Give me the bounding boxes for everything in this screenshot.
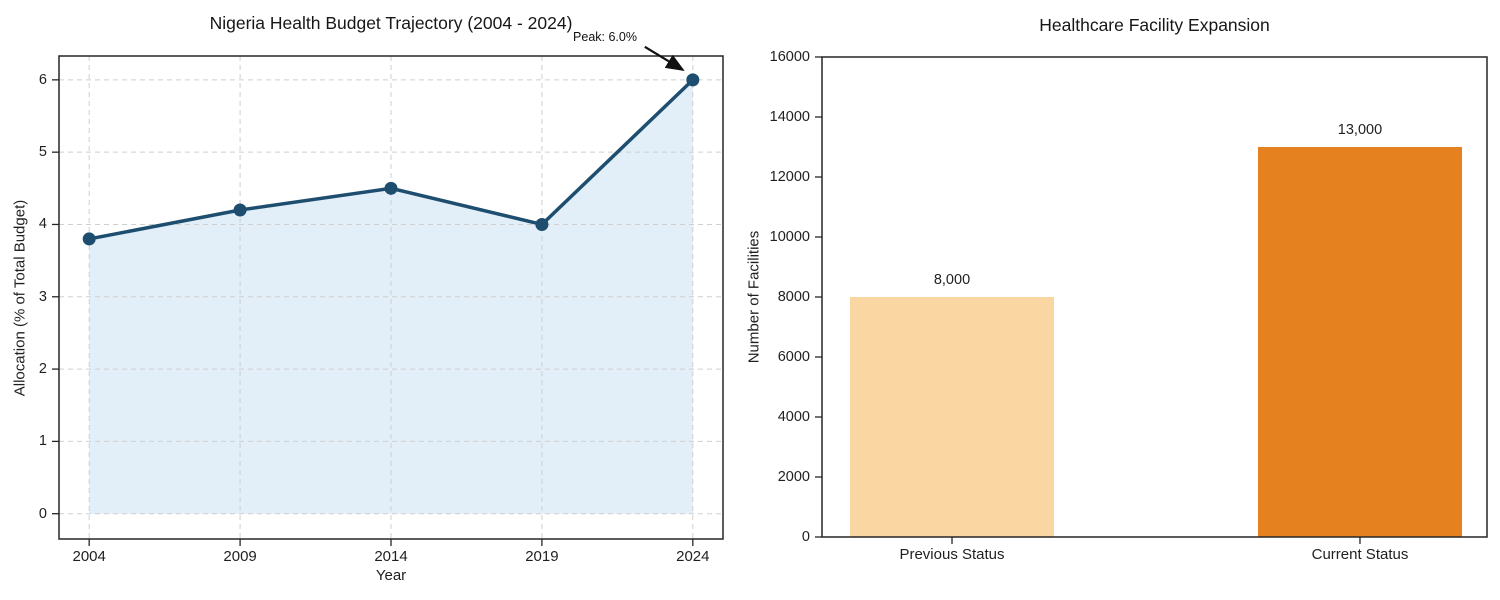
y-tick-label: 12000: [769, 169, 810, 185]
bar-value-label: 8,000: [933, 272, 971, 288]
y-tick-label: 0: [801, 529, 810, 545]
y-tick-label: 6: [38, 71, 47, 88]
area-fill: [89, 79, 693, 514]
x-tick-label: 2019: [525, 548, 559, 565]
chart-title: Healthcare Facility Expansion: [1039, 15, 1270, 35]
budget-trend-line: [88, 78, 695, 241]
y-tick-label: 5: [38, 144, 47, 161]
chart-title: Nigeria Health Budget Trajectory (2004 -…: [209, 13, 573, 33]
y-tick-label: 16000: [769, 49, 810, 65]
y-tick-label: 10000: [769, 229, 810, 245]
data-point-marker: [535, 217, 549, 231]
x-tick-label: 2024: [676, 548, 710, 565]
data-point-marker: [686, 73, 700, 87]
x-tick-label: 2004: [72, 548, 106, 565]
y-tick-label: 3: [38, 288, 47, 305]
plot-frame: [58, 55, 724, 540]
x-tick-label: 2009: [223, 548, 257, 565]
y-tick-label: 4: [38, 216, 47, 233]
budget-chart-canvas: [52, 45, 724, 546]
y-tick-label: 14000: [769, 109, 810, 125]
x-axis-label: Year: [375, 567, 407, 584]
y-tick-label: 2000: [777, 469, 810, 485]
budget-plot-area: 2004 2009 2014 2019 2024 0 1 2 3 4 5 6: [39, 45, 724, 565]
facility-plot-area: 8,000 Previous Status 13,000 Current Status…: [770, 49, 1488, 563]
x-tick-label: 2014: [374, 548, 408, 565]
bar-current-status: [1257, 147, 1462, 537]
y-tick-label: 6000: [777, 349, 810, 365]
data-point-marker: [384, 181, 398, 195]
y-tick-label: 8000: [777, 289, 810, 305]
category-tick-label: Current Status: [1311, 546, 1409, 563]
bar-previous-status: [850, 297, 1054, 537]
data-point-marker: [233, 203, 247, 217]
bar-value-label: 13,000: [1337, 122, 1383, 138]
y-tick-label: 1: [38, 433, 47, 450]
peak-annotation: Peak: 6.0%: [573, 30, 637, 44]
y-tick-label: 2: [38, 361, 47, 378]
category-tick-label: Previous Status: [899, 546, 1005, 563]
y-tick-label: 0: [38, 505, 47, 522]
data-point-marker: [82, 232, 96, 246]
y-tick-label: 4000: [777, 409, 810, 425]
annotation-arrow: [644, 45, 685, 71]
